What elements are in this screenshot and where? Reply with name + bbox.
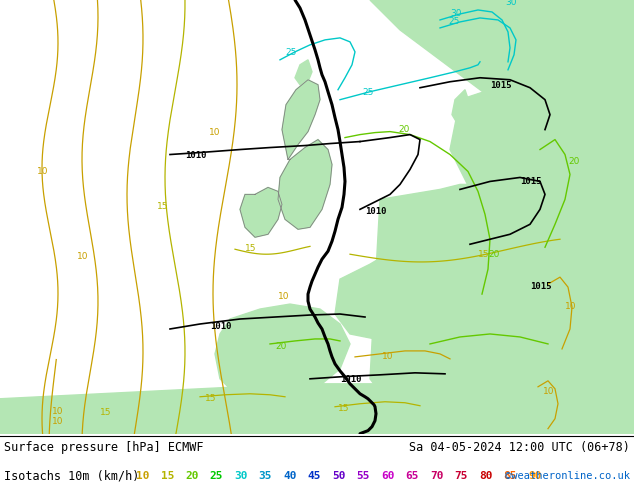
Polygon shape: [215, 304, 350, 404]
Text: 10: 10: [52, 407, 63, 416]
Text: 10: 10: [77, 252, 88, 261]
Polygon shape: [450, 80, 634, 279]
Text: 1010: 1010: [210, 322, 231, 331]
Text: 25: 25: [285, 48, 296, 57]
Text: 1010: 1010: [185, 150, 207, 160]
Text: 15: 15: [205, 394, 216, 403]
Text: 40: 40: [283, 471, 297, 481]
Text: 20: 20: [185, 471, 198, 481]
Text: 30: 30: [450, 9, 462, 18]
Text: 15: 15: [338, 404, 349, 413]
Text: 15: 15: [157, 202, 168, 211]
Polygon shape: [278, 140, 332, 229]
Text: 90: 90: [528, 471, 541, 481]
Polygon shape: [452, 90, 470, 124]
Text: 60: 60: [381, 471, 394, 481]
Polygon shape: [0, 384, 634, 434]
Polygon shape: [556, 379, 572, 399]
Text: 10: 10: [382, 352, 394, 361]
Text: 85: 85: [503, 471, 517, 481]
Text: 25: 25: [448, 17, 460, 26]
Text: Sa 04-05-2024 12:00 UTC (06+78): Sa 04-05-2024 12:00 UTC (06+78): [409, 441, 630, 454]
Text: 45: 45: [307, 471, 321, 481]
Text: Surface pressure [hPa] ECMWF: Surface pressure [hPa] ECMWF: [4, 441, 204, 454]
Polygon shape: [480, 0, 634, 99]
Text: 10: 10: [52, 416, 63, 426]
Text: 65: 65: [406, 471, 419, 481]
Text: 30: 30: [234, 471, 247, 481]
Polygon shape: [574, 397, 584, 407]
Text: 10: 10: [209, 127, 220, 137]
Text: 15: 15: [100, 408, 112, 416]
Text: 15: 15: [160, 471, 174, 481]
Text: 25: 25: [209, 471, 223, 481]
Text: 20: 20: [488, 250, 500, 259]
Text: 75: 75: [455, 471, 468, 481]
Polygon shape: [335, 239, 445, 339]
Text: 10: 10: [543, 387, 555, 396]
Polygon shape: [295, 60, 312, 85]
Text: 80: 80: [479, 471, 493, 481]
Text: 30: 30: [505, 0, 517, 7]
Text: 15: 15: [245, 244, 257, 253]
Text: 1015: 1015: [520, 177, 541, 186]
Text: 10: 10: [37, 168, 48, 176]
Text: 20: 20: [275, 342, 287, 351]
Text: 10: 10: [565, 302, 576, 311]
Text: ©weatheronline.co.uk: ©weatheronline.co.uk: [505, 471, 630, 481]
Polygon shape: [240, 187, 282, 237]
Text: Isotachs 10m (km/h): Isotachs 10m (km/h): [4, 469, 139, 483]
Text: 55: 55: [356, 471, 370, 481]
Text: 20: 20: [398, 124, 410, 134]
Text: 1015: 1015: [530, 282, 552, 291]
Text: 10: 10: [278, 292, 290, 301]
Polygon shape: [282, 80, 320, 160]
Text: 35: 35: [259, 471, 272, 481]
Text: 10: 10: [136, 471, 150, 481]
Text: 70: 70: [430, 471, 444, 481]
Text: 25: 25: [362, 88, 373, 97]
Text: 50: 50: [332, 471, 346, 481]
Text: 1015: 1015: [490, 81, 512, 90]
Text: 20: 20: [568, 157, 579, 167]
Text: 1010: 1010: [340, 375, 361, 384]
Polygon shape: [370, 184, 634, 434]
Text: 1010: 1010: [365, 207, 387, 216]
Text: 15: 15: [478, 250, 489, 259]
Polygon shape: [370, 0, 634, 199]
